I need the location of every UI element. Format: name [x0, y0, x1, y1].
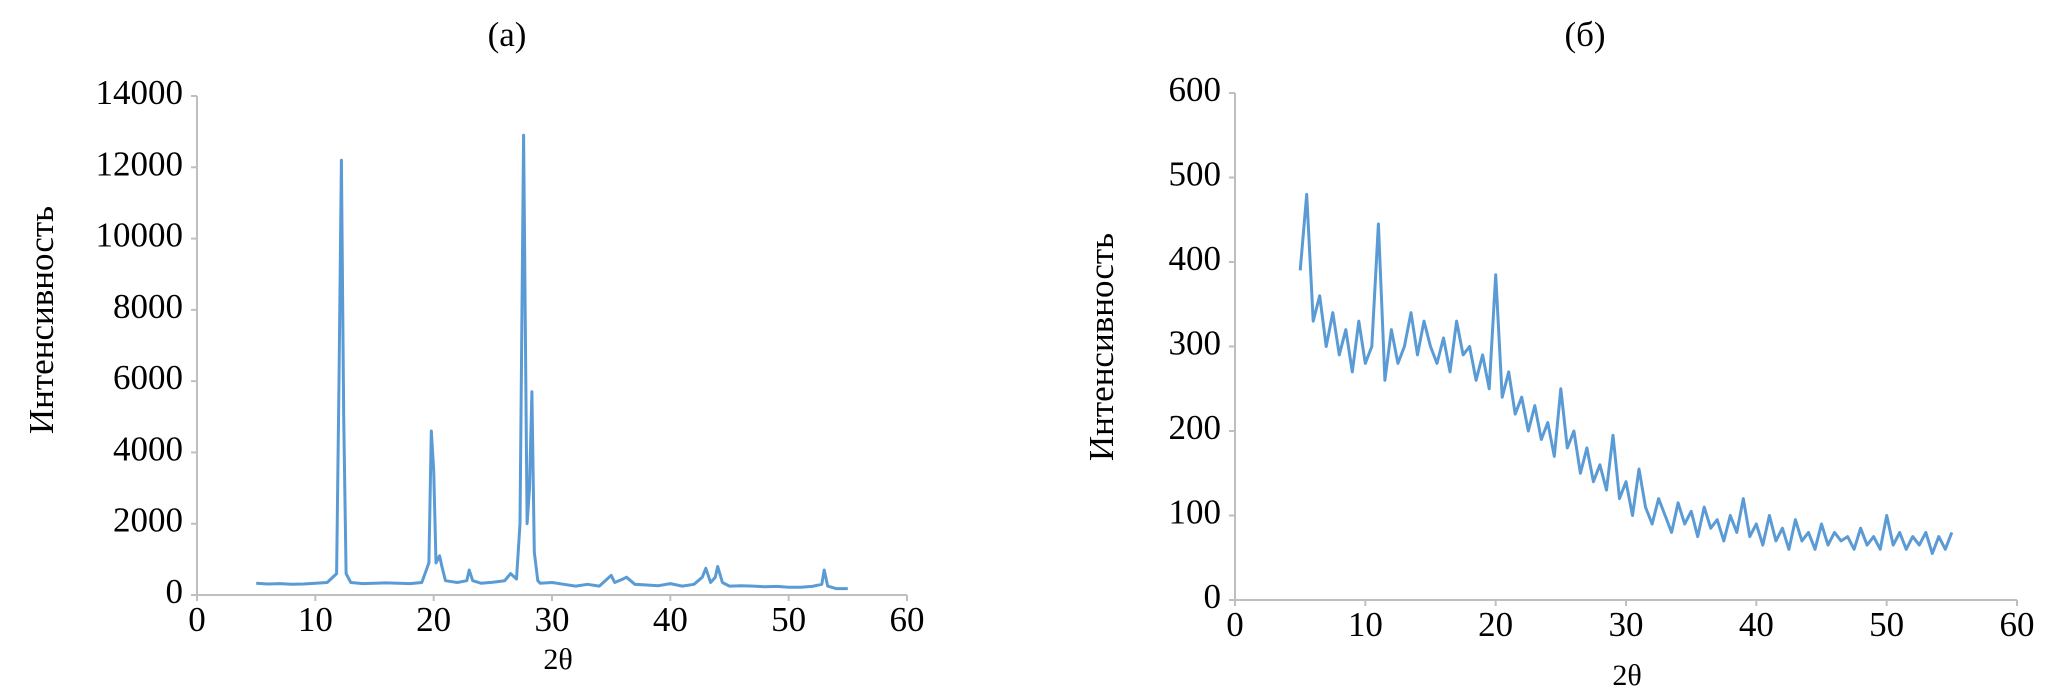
x-tick-label: 60 [2000, 605, 2035, 644]
x-tick-label: 40 [653, 600, 688, 639]
y-tick-label: 600 [1169, 70, 1222, 109]
x-tick-label: 10 [1348, 605, 1383, 644]
y-tick-label: 8000 [113, 287, 183, 326]
x-tick-label: 30 [1609, 605, 1644, 644]
y-axis-label: Интенсивность [22, 206, 61, 434]
x-tick-label: 40 [1739, 605, 1774, 644]
y-tick-label: 300 [1169, 324, 1222, 363]
y-axis-label: Интенсивность [1082, 233, 1121, 461]
y-tick-label: 10000 [96, 216, 184, 255]
y-tick-label: 0 [1204, 577, 1222, 616]
data-line [256, 133, 848, 591]
data-line [1298, 192, 1954, 555]
x-axis-label: 2θ [543, 643, 572, 676]
chart-title: (a) [488, 15, 527, 54]
x-tick-label: 20 [416, 600, 451, 639]
x-tick-label: 0 [1226, 605, 1244, 644]
y-tick-label: 500 [1169, 155, 1222, 194]
y-tick-label: 0 [166, 572, 184, 611]
x-tick-label: 60 [890, 600, 925, 639]
y-tick-label: 4000 [113, 429, 183, 468]
x-axis-label: 2θ [1612, 659, 1641, 692]
x-tick-label: 0 [188, 600, 206, 639]
y-tick-label: 2000 [113, 501, 183, 540]
y-tick-label: 12000 [96, 144, 184, 183]
y-tick-label: 400 [1169, 239, 1222, 278]
chart-title: (б) [1564, 15, 1605, 54]
y-tick-label: 14000 [96, 73, 184, 112]
x-tick-label: 10 [298, 600, 333, 639]
y-tick-label: 100 [1169, 493, 1222, 532]
y-tick-label: 200 [1169, 408, 1222, 447]
x-tick-label: 50 [771, 600, 806, 639]
y-tick-label: 6000 [113, 358, 183, 397]
x-tick-label: 20 [1478, 605, 1513, 644]
x-tick-label: 50 [1869, 605, 1904, 644]
x-tick-label: 30 [535, 600, 570, 639]
